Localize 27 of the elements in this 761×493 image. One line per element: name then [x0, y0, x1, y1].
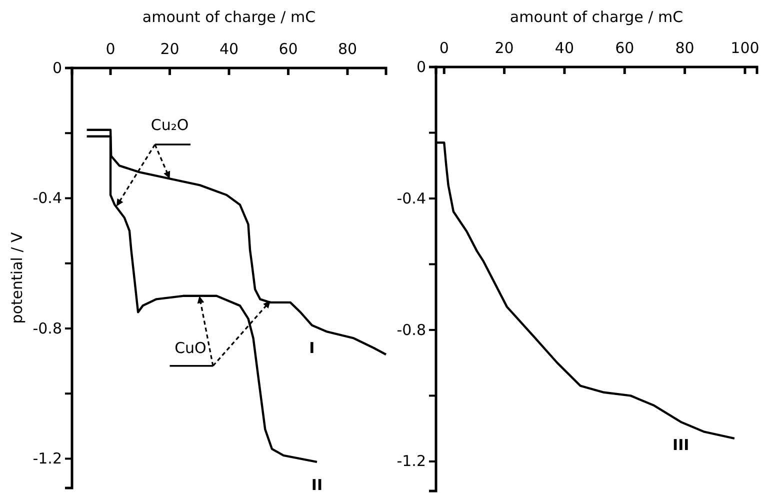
x-tick-label: 40 — [219, 40, 239, 58]
x-axis-title: amount of charge / mC — [510, 8, 684, 26]
y-tick-label: 0 — [52, 58, 62, 77]
annotation: CuO — [174, 338, 206, 357]
x-tick-label: 20 — [160, 40, 180, 58]
y-tick-label: 0 — [416, 58, 426, 76]
y-tick-label: -0.4 — [396, 189, 426, 208]
x-tick-label: 60 — [278, 40, 298, 58]
x-axis-title: amount of charge / mC — [142, 8, 316, 26]
x-tick-label: 20 — [494, 39, 514, 57]
series-label: III — [672, 436, 690, 454]
y-tick-label: -1.2 — [396, 452, 426, 470]
x-tick-label: 80 — [675, 39, 694, 57]
x-tick-label: 100 — [730, 39, 760, 57]
y-tick-label: -0.4 — [32, 189, 62, 208]
x-tick-label: 0 — [106, 40, 116, 58]
series-label: I — [309, 339, 315, 358]
y-tick-label: -1.2 — [32, 450, 62, 468]
x-tick-label: 0 — [439, 39, 449, 57]
x-tick-label: 40 — [554, 39, 574, 57]
series-label: II — [311, 476, 323, 493]
annotation: Cu₂O — [150, 116, 189, 134]
y-tick-label: -0.8 — [32, 319, 62, 338]
x-tick-label: 80 — [338, 40, 358, 58]
y-tick-label: -0.8 — [396, 320, 426, 339]
y-axis-title: potential / V — [8, 231, 26, 324]
x-tick-label: 60 — [615, 39, 634, 57]
